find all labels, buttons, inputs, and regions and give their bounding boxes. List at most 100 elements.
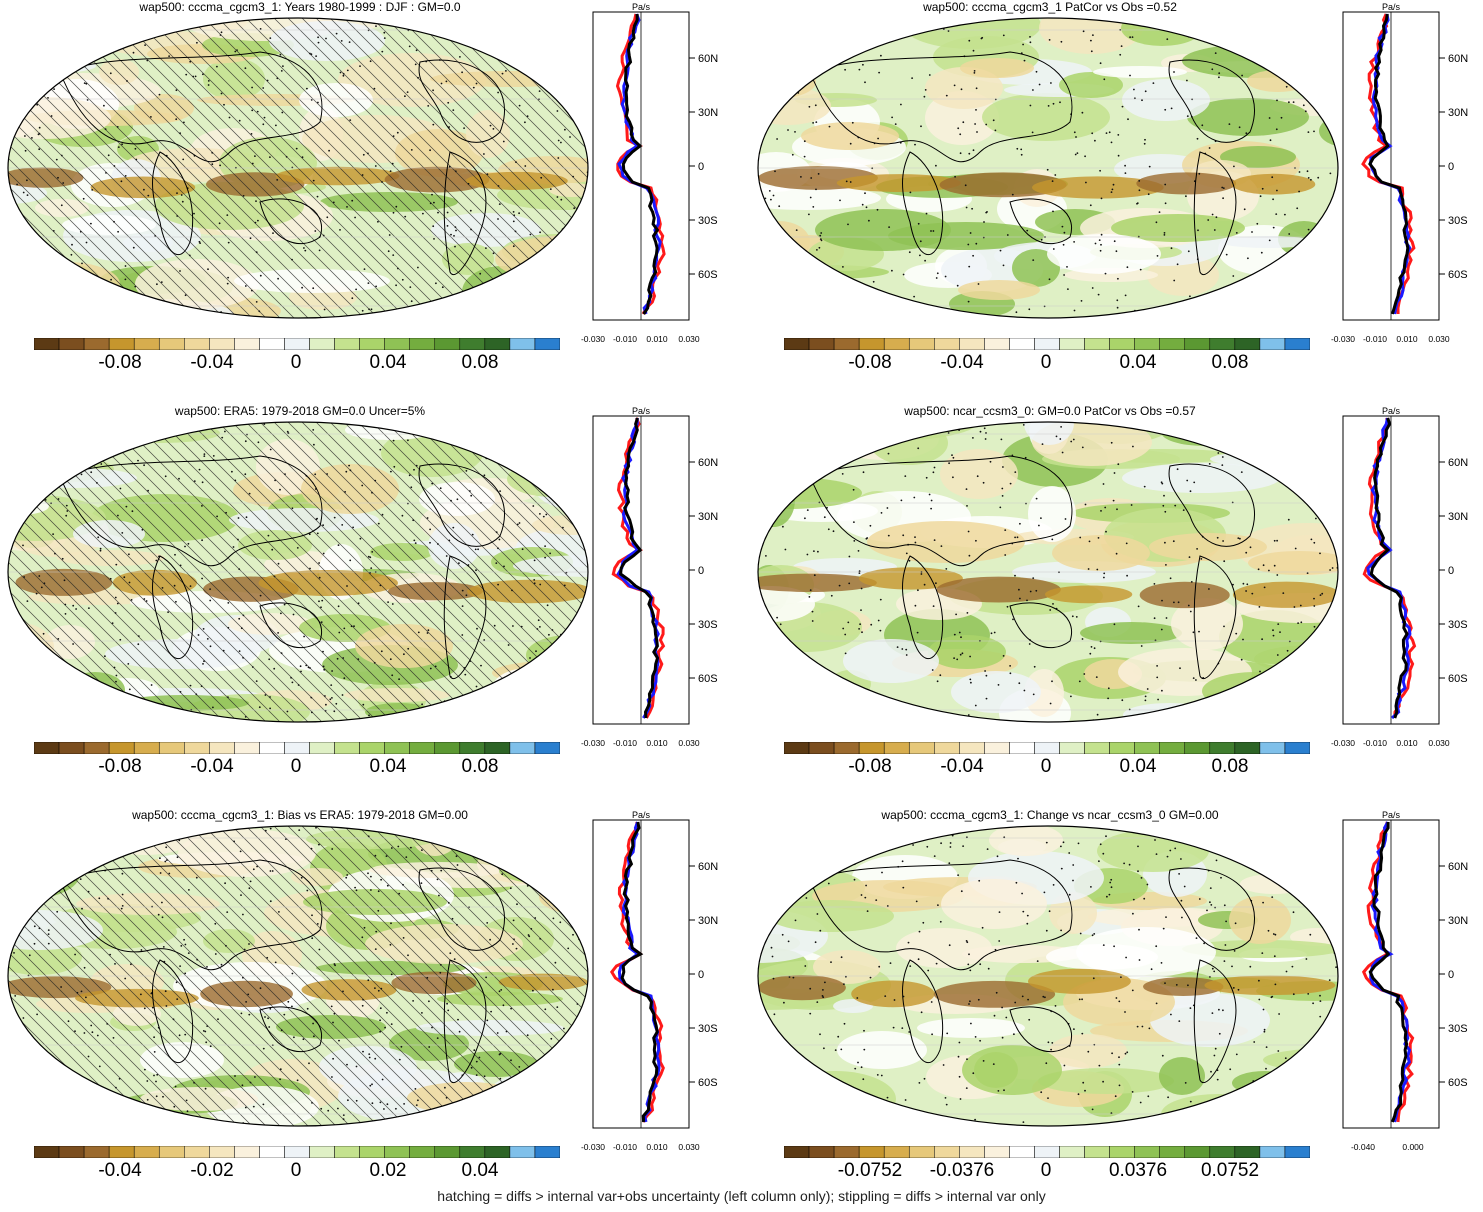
zonal-ytick-label: 30S	[698, 215, 718, 227]
stipple	[254, 1076, 256, 1078]
stipple	[1081, 638, 1084, 640]
colorbar-swatch	[534, 1146, 560, 1158]
colorbar-swatch	[784, 1146, 810, 1158]
stipple	[998, 940, 1001, 942]
field-patch	[365, 924, 523, 964]
stipple	[1120, 45, 1123, 47]
stipple	[762, 21, 764, 24]
stipple	[788, 976, 791, 978]
stipple	[363, 268, 366, 270]
stipple	[1292, 911, 1295, 914]
stipple	[8, 204, 10, 206]
stipple	[437, 15, 439, 17]
stipple	[331, 697, 333, 699]
stipple	[1093, 933, 1096, 935]
zonal-ytick-label: 60S	[698, 1077, 718, 1089]
stipple	[1013, 1033, 1015, 1036]
stipple	[947, 726, 949, 728]
stipple	[1176, 263, 1179, 266]
stipple	[984, 670, 986, 672]
stipple	[383, 1108, 385, 1110]
stipple	[1223, 625, 1225, 628]
colorbar-swatch	[484, 338, 511, 350]
stipple	[26, 600, 29, 602]
stipple	[1107, 687, 1110, 690]
stipple	[561, 312, 564, 315]
stipple	[121, 905, 124, 907]
stipple	[161, 916, 164, 919]
field-patch	[105, 639, 257, 669]
stipple	[900, 303, 903, 306]
stipple	[323, 668, 326, 671]
stipple	[28, 238, 31, 241]
map-outline	[757, 17, 1339, 319]
colorbar	[34, 742, 560, 754]
stipple	[434, 426, 437, 428]
stipple	[1329, 172, 1332, 175]
stipple	[1273, 539, 1276, 542]
stipple	[391, 603, 394, 605]
colorbar-swatch	[1109, 1146, 1135, 1158]
stipple	[1046, 168, 1049, 171]
stipple	[548, 244, 551, 247]
stipple	[481, 713, 483, 716]
map-title: wap500: cccma_cgcm3_1: Bias vs ERA5: 197…	[132, 808, 468, 822]
stipple	[949, 420, 951, 422]
stipple	[771, 1070, 774, 1073]
stipple	[257, 441, 260, 444]
stipple	[529, 657, 531, 659]
stipple	[982, 1060, 985, 1062]
stipple	[209, 599, 212, 602]
stipple	[256, 865, 258, 868]
stipple	[1070, 695, 1072, 698]
stipple	[552, 988, 554, 991]
stipple	[776, 458, 778, 460]
stipple	[106, 50, 109, 52]
stipple	[1131, 36, 1134, 38]
stipple	[520, 294, 523, 297]
stipple	[0, 1051, 2, 1053]
stipple	[1261, 952, 1264, 954]
stipple	[1306, 822, 1308, 824]
stipple	[0, 950, 2, 952]
stipple	[961, 652, 964, 655]
stipple	[120, 907, 123, 910]
colorbar-tick-label: 0.04	[369, 352, 407, 373]
stipple	[1032, 693, 1035, 696]
stipple	[465, 470, 468, 472]
stipple	[975, 242, 978, 245]
field-patch	[8, 431, 87, 455]
stipple	[1044, 996, 1046, 999]
stipple	[337, 544, 340, 546]
field-patch	[99, 59, 139, 85]
stipple	[483, 639, 486, 641]
stipple	[985, 697, 988, 700]
zonal-unit-label: Pa/s	[632, 2, 651, 12]
stipple	[227, 602, 230, 604]
stipple	[543, 416, 545, 418]
stipple	[861, 631, 863, 634]
stipple	[433, 238, 435, 240]
stipple	[1035, 70, 1038, 73]
stipple	[967, 530, 970, 533]
stipple	[146, 1080, 149, 1082]
colorbar-tick-label: -0.08	[98, 352, 142, 373]
coastline	[1009, 198, 1073, 245]
stipple	[128, 688, 131, 691]
stipple	[6, 470, 8, 472]
stipple	[1200, 558, 1203, 560]
colorbar-swatch	[34, 1146, 60, 1158]
stipple	[1154, 839, 1156, 841]
stipple	[1049, 609, 1052, 611]
colorbar-swatch	[1059, 1146, 1085, 1158]
stipple	[817, 68, 819, 70]
stipple	[193, 480, 196, 482]
stipple	[216, 65, 218, 68]
stipple	[1208, 463, 1211, 465]
stipple	[951, 834, 954, 837]
colorbar-swatch	[409, 742, 436, 754]
stipple	[507, 1117, 509, 1120]
stipple	[1165, 916, 1167, 918]
stipple	[998, 911, 1001, 913]
stipple	[1002, 34, 1005, 37]
